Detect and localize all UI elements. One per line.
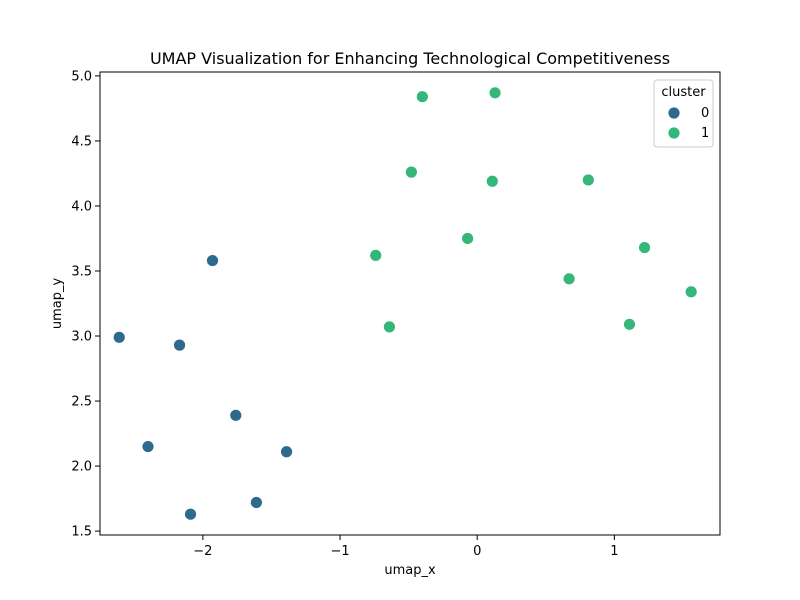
scatter-point-cluster-1 <box>581 173 595 187</box>
plot-area <box>100 72 720 535</box>
y-tick-label: 4.5 <box>71 134 92 149</box>
legend-marker-cluster-1 <box>667 126 681 140</box>
scatter-point-cluster-1 <box>562 272 576 286</box>
scatter-point-cluster-0 <box>141 440 155 453</box>
scatter-point-cluster-1 <box>623 317 636 331</box>
y-tick-label: 1.5 <box>71 525 92 540</box>
x-tick-label: 0 <box>473 544 481 559</box>
scatter-point-cluster-1 <box>684 285 698 299</box>
scatter-point-cluster-1 <box>369 248 383 262</box>
legend-marker-cluster-0 <box>667 106 681 120</box>
scatter-point-cluster-1 <box>404 165 418 179</box>
y-tick-label: 2.5 <box>71 395 92 410</box>
legend-label-cluster-0: 0 <box>701 106 709 121</box>
x-axis: −2 −1 0 1 <box>193 535 619 559</box>
y-tick-label: 2.0 <box>71 460 92 475</box>
x-tick-label: −2 <box>193 544 212 559</box>
scatter-point-cluster-0 <box>206 254 219 267</box>
legend-label-cluster-1: 1 <box>701 126 709 141</box>
scatter-point-cluster-1 <box>415 90 429 104</box>
scatter-point-cluster-0 <box>280 445 293 459</box>
scatter-point-cluster-1 <box>638 241 651 254</box>
scatter-point-cluster-1 <box>383 320 396 334</box>
scatter-point-cluster-0 <box>229 408 243 422</box>
chart-title: UMAP Visualization for Enhancing Technol… <box>150 49 670 68</box>
scatter-point-cluster-0 <box>173 338 186 352</box>
y-tick-label: 3.0 <box>71 330 92 345</box>
scatter-point-cluster-0 <box>184 507 197 521</box>
scatter-point-cluster-0 <box>249 496 263 509</box>
scatter-point-cluster-1 <box>488 86 502 100</box>
y-tick-label: 4.0 <box>71 199 92 214</box>
x-axis-label: umap_x <box>384 563 436 578</box>
legend-title: cluster <box>661 85 706 100</box>
y-tick-label: 3.5 <box>71 264 92 279</box>
y-axis-label: umap_y <box>50 278 65 330</box>
scatter-point-cluster-1 <box>485 174 499 188</box>
legend: cluster 0 1 <box>653 79 714 148</box>
scatter-point-cluster-1 <box>461 232 475 245</box>
x-tick-label: −1 <box>330 544 349 559</box>
scatter-point-cluster-0 <box>112 330 126 344</box>
plot-frame <box>99 71 721 536</box>
y-axis: 1.5 2.0 2.5 3.0 3.5 4.0 4.5 5.0 <box>71 69 100 540</box>
x-tick-label: 1 <box>610 544 618 559</box>
points-layer <box>112 86 698 521</box>
y-tick-label: 5.0 <box>71 69 92 84</box>
